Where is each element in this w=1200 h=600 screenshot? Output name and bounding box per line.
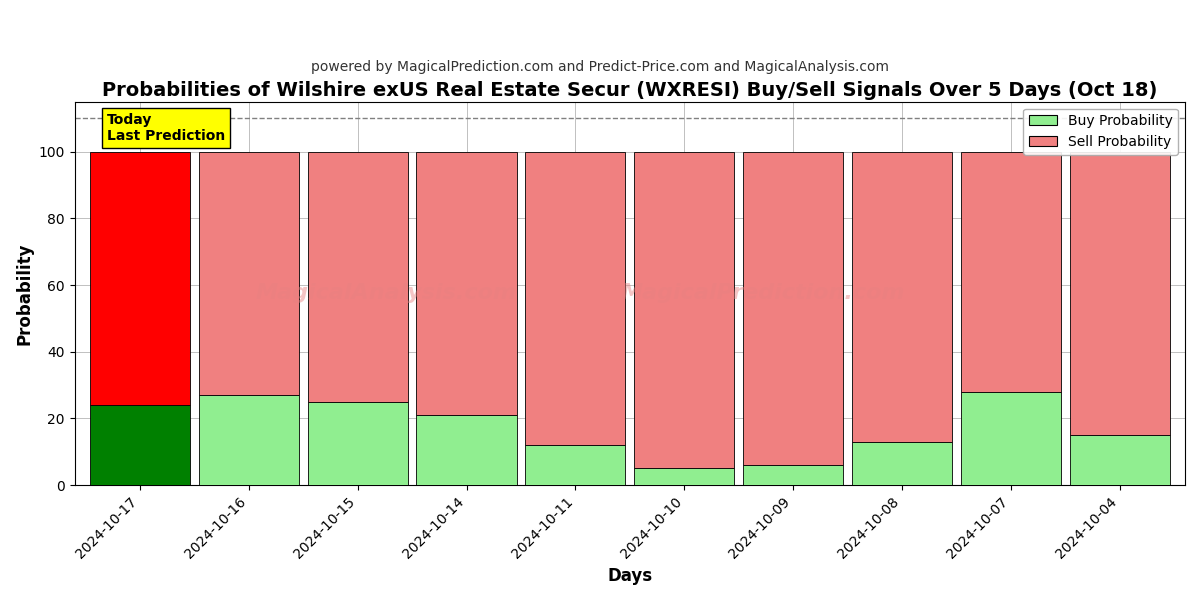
Bar: [634, 469, 734, 485]
Bar: [307, 152, 408, 402]
Bar: [90, 405, 190, 485]
Legend: Buy Probability, Sell Probability: Buy Probability, Sell Probability: [1024, 109, 1178, 155]
Bar: [526, 445, 625, 485]
Bar: [634, 152, 734, 469]
Text: Today
Last Prediction: Today Last Prediction: [107, 113, 226, 143]
Bar: [416, 152, 517, 415]
Text: powered by MagicalPrediction.com and Predict-Price.com and MagicalAnalysis.com: powered by MagicalPrediction.com and Pre…: [311, 60, 889, 74]
Bar: [526, 152, 625, 445]
Bar: [90, 152, 190, 405]
Bar: [1069, 152, 1170, 435]
Text: MagicalAnalysis.com: MagicalAnalysis.com: [256, 283, 516, 304]
Bar: [961, 392, 1061, 485]
Bar: [416, 415, 517, 485]
Bar: [743, 152, 844, 465]
Bar: [852, 152, 952, 442]
Bar: [307, 402, 408, 485]
Bar: [1069, 435, 1170, 485]
Y-axis label: Probability: Probability: [16, 242, 34, 344]
Bar: [743, 465, 844, 485]
Bar: [199, 395, 299, 485]
Bar: [199, 152, 299, 395]
Bar: [852, 442, 952, 485]
Text: MagicalPrediction.com: MagicalPrediction.com: [620, 283, 905, 304]
Bar: [961, 152, 1061, 392]
X-axis label: Days: Days: [607, 567, 653, 585]
Title: Probabilities of Wilshire exUS Real Estate Secur (WXRESI) Buy/Sell Signals Over : Probabilities of Wilshire exUS Real Esta…: [102, 81, 1158, 100]
